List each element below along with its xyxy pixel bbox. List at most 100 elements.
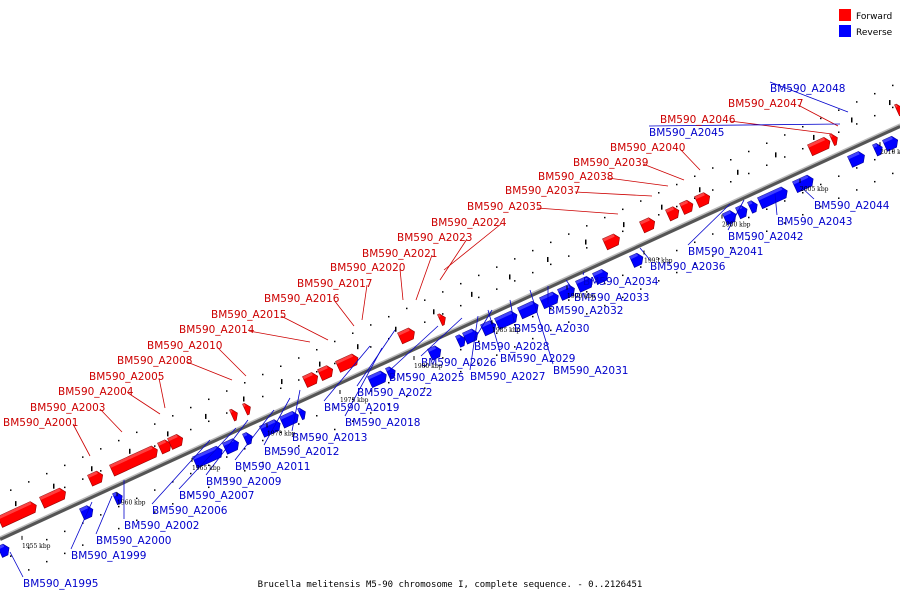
reverse-gene-block[interactable] — [592, 268, 610, 285]
forward-gene-block[interactable] — [807, 136, 832, 157]
reverse-gene-block[interactable] — [882, 135, 900, 152]
forward-gene-block[interactable] — [437, 312, 447, 326]
forward-gene-block[interactable] — [39, 486, 68, 509]
reverse-gene-block[interactable] — [462, 327, 480, 345]
forward-gene-label[interactable]: BM590_A2016 — [264, 293, 340, 305]
reverse-gene-label[interactable]: BM590_A2009 — [206, 476, 281, 488]
leader-line — [234, 409, 275, 461]
forward-gene-label[interactable]: BM590_A2008 — [117, 355, 192, 367]
reverse-gene-block[interactable] — [367, 369, 388, 389]
forward-gene-block[interactable] — [639, 216, 657, 234]
reverse-gene-label[interactable]: BM590_A1995 — [23, 578, 98, 590]
forward-gene-label[interactable]: BM590_A2046 — [660, 114, 736, 126]
reverse-gene-block[interactable] — [112, 490, 124, 506]
forward-gene-label[interactable]: BM590_A2037 — [505, 185, 580, 197]
reverse-gene-label[interactable]: BM590_A2018 — [345, 417, 420, 429]
reverse-gene-label[interactable]: BM590_A2034 — [583, 276, 659, 288]
forward-gene-block[interactable] — [665, 205, 681, 222]
forward-gene-block[interactable] — [87, 469, 105, 487]
forward-gene-label[interactable]: BM590_A2017 — [297, 278, 372, 290]
reverse-gene-block[interactable] — [872, 142, 884, 157]
reverse-gene-label[interactable]: BM590_A2032 — [548, 305, 623, 317]
forward-gene-block[interactable] — [302, 371, 320, 388]
forward-gene-label[interactable]: BM590_A2047 — [728, 98, 803, 110]
reverse-gene-label[interactable]: BM590_A2002 — [124, 520, 199, 532]
forward-gene-label[interactable]: BM590_A2005 — [89, 371, 164, 383]
reverse-gene-label[interactable]: BM590_A2045 — [649, 127, 724, 139]
reverse-gene-label[interactable]: BM590_A2011 — [235, 461, 310, 473]
reverse-gene-block[interactable] — [0, 542, 12, 558]
forward-gene-block[interactable] — [829, 132, 839, 147]
forward-gene-label[interactable]: BM590_A2020 — [330, 262, 405, 274]
reverse-gene-label[interactable]: BM590_A2033 — [574, 292, 649, 304]
reverse-gene-label[interactable]: BM590_A2031 — [553, 365, 628, 377]
reverse-gene-label[interactable]: BM590_A2036 — [650, 261, 726, 273]
forward-gene-label[interactable]: BM590_A2040 — [610, 142, 685, 154]
forward-gene-block[interactable] — [229, 408, 239, 422]
reverse-gene-label[interactable]: BM590_A2007 — [179, 490, 254, 502]
reverse-gene-label[interactable]: BM590_A2044 — [814, 200, 890, 212]
reverse-gene-block[interactable] — [297, 406, 307, 421]
reverse-gene-block[interactable] — [279, 410, 300, 429]
forward-gene-block[interactable] — [894, 102, 900, 117]
forward-gene-label[interactable]: BM590_A2010 — [147, 340, 222, 352]
forward-gene-label[interactable]: BM590_A2039 — [573, 157, 648, 169]
reverse-gene-label[interactable]: BM590_A2041 — [688, 246, 763, 258]
reverse-gene-block[interactable] — [192, 445, 224, 469]
reverse-gene-block[interactable] — [539, 290, 560, 310]
forward-gene-block[interactable] — [602, 232, 622, 251]
guide-dot — [28, 481, 30, 483]
forward-gene-block[interactable] — [317, 364, 335, 382]
forward-gene-label[interactable]: BM590_A2003 — [30, 402, 105, 414]
forward-gene-label[interactable]: BM590_A2038 — [538, 171, 613, 183]
reverse-gene-block[interactable] — [575, 275, 595, 293]
forward-gene-label[interactable]: BM590_A2015 — [211, 309, 286, 321]
guide-dot — [118, 505, 120, 508]
reverse-gene-label[interactable]: BM590_A2026 — [421, 357, 497, 369]
forward-gene-block[interactable] — [0, 500, 39, 528]
forward-gene-label[interactable]: BM590_A2023 — [397, 232, 472, 244]
forward-gene-block[interactable] — [157, 438, 173, 455]
reverse-gene-block[interactable] — [629, 252, 645, 268]
forward-gene-block[interactable] — [397, 326, 417, 345]
reverse-gene-block[interactable] — [385, 365, 397, 380]
reverse-gene-label[interactable]: BM590_A2027 — [470, 371, 545, 383]
reverse-gene-block[interactable] — [747, 199, 759, 214]
forward-gene-label[interactable]: BM590_A2024 — [431, 217, 507, 229]
reverse-gene-block[interactable] — [494, 309, 519, 330]
forward-gene-label[interactable]: BM590_A2001 — [3, 417, 78, 429]
reverse-gene-label[interactable]: BM590_A2029 — [500, 353, 575, 365]
reverse-gene-label[interactable]: BM590_A2022 — [357, 387, 432, 399]
forward-gene-block[interactable] — [109, 444, 159, 477]
reverse-gene-label[interactable]: BM590_A2012 — [264, 446, 339, 458]
reverse-gene-block[interactable] — [847, 150, 867, 168]
forward-gene-block[interactable] — [679, 199, 695, 215]
reverse-gene-label[interactable]: BM590_A2006 — [152, 505, 228, 517]
guide-dot — [172, 481, 174, 483]
reverse-gene-label[interactable]: BM590_A2043 — [777, 216, 852, 228]
reverse-gene-block[interactable] — [757, 185, 789, 210]
forward-gene-label[interactable]: BM590_A2035 — [467, 201, 542, 213]
reverse-gene-block[interactable] — [517, 300, 540, 320]
reverse-gene-label[interactable]: BM590_A2013 — [292, 432, 367, 444]
forward-gene-block[interactable] — [242, 402, 252, 416]
reverse-gene-block[interactable] — [222, 437, 241, 455]
forward-gene-label[interactable]: BM590_A2021 — [362, 248, 437, 260]
reverse-gene-label[interactable]: BM590_A2019 — [324, 402, 399, 414]
reverse-gene-block[interactable] — [242, 431, 254, 446]
reverse-gene-label[interactable]: BM590_A2000 — [96, 535, 171, 547]
reverse-gene-label[interactable]: BM590_A2048 — [770, 83, 845, 95]
reverse-gene-label[interactable]: BM590_A2042 — [728, 231, 803, 243]
reverse-gene-label[interactable]: BM590_A1999 — [71, 550, 146, 562]
forward-gene-block[interactable] — [694, 191, 712, 209]
forward-gene-label[interactable]: BM590_A2004 — [58, 386, 134, 398]
reverse-gene-block[interactable] — [79, 504, 95, 521]
leader-line — [333, 299, 355, 327]
reverse-gene-block[interactable] — [455, 333, 467, 348]
reverse-gene-label[interactable]: BM590_A2025 — [389, 372, 464, 384]
reverse-gene-block[interactable] — [427, 344, 443, 361]
reverse-gene-label[interactable]: BM590_A2030 — [514, 323, 589, 335]
forward-gene-block[interactable] — [167, 433, 185, 450]
reverse-gene-label[interactable]: BM590_A2028 — [474, 341, 549, 353]
forward-gene-label[interactable]: BM590_A2014 — [179, 324, 255, 336]
